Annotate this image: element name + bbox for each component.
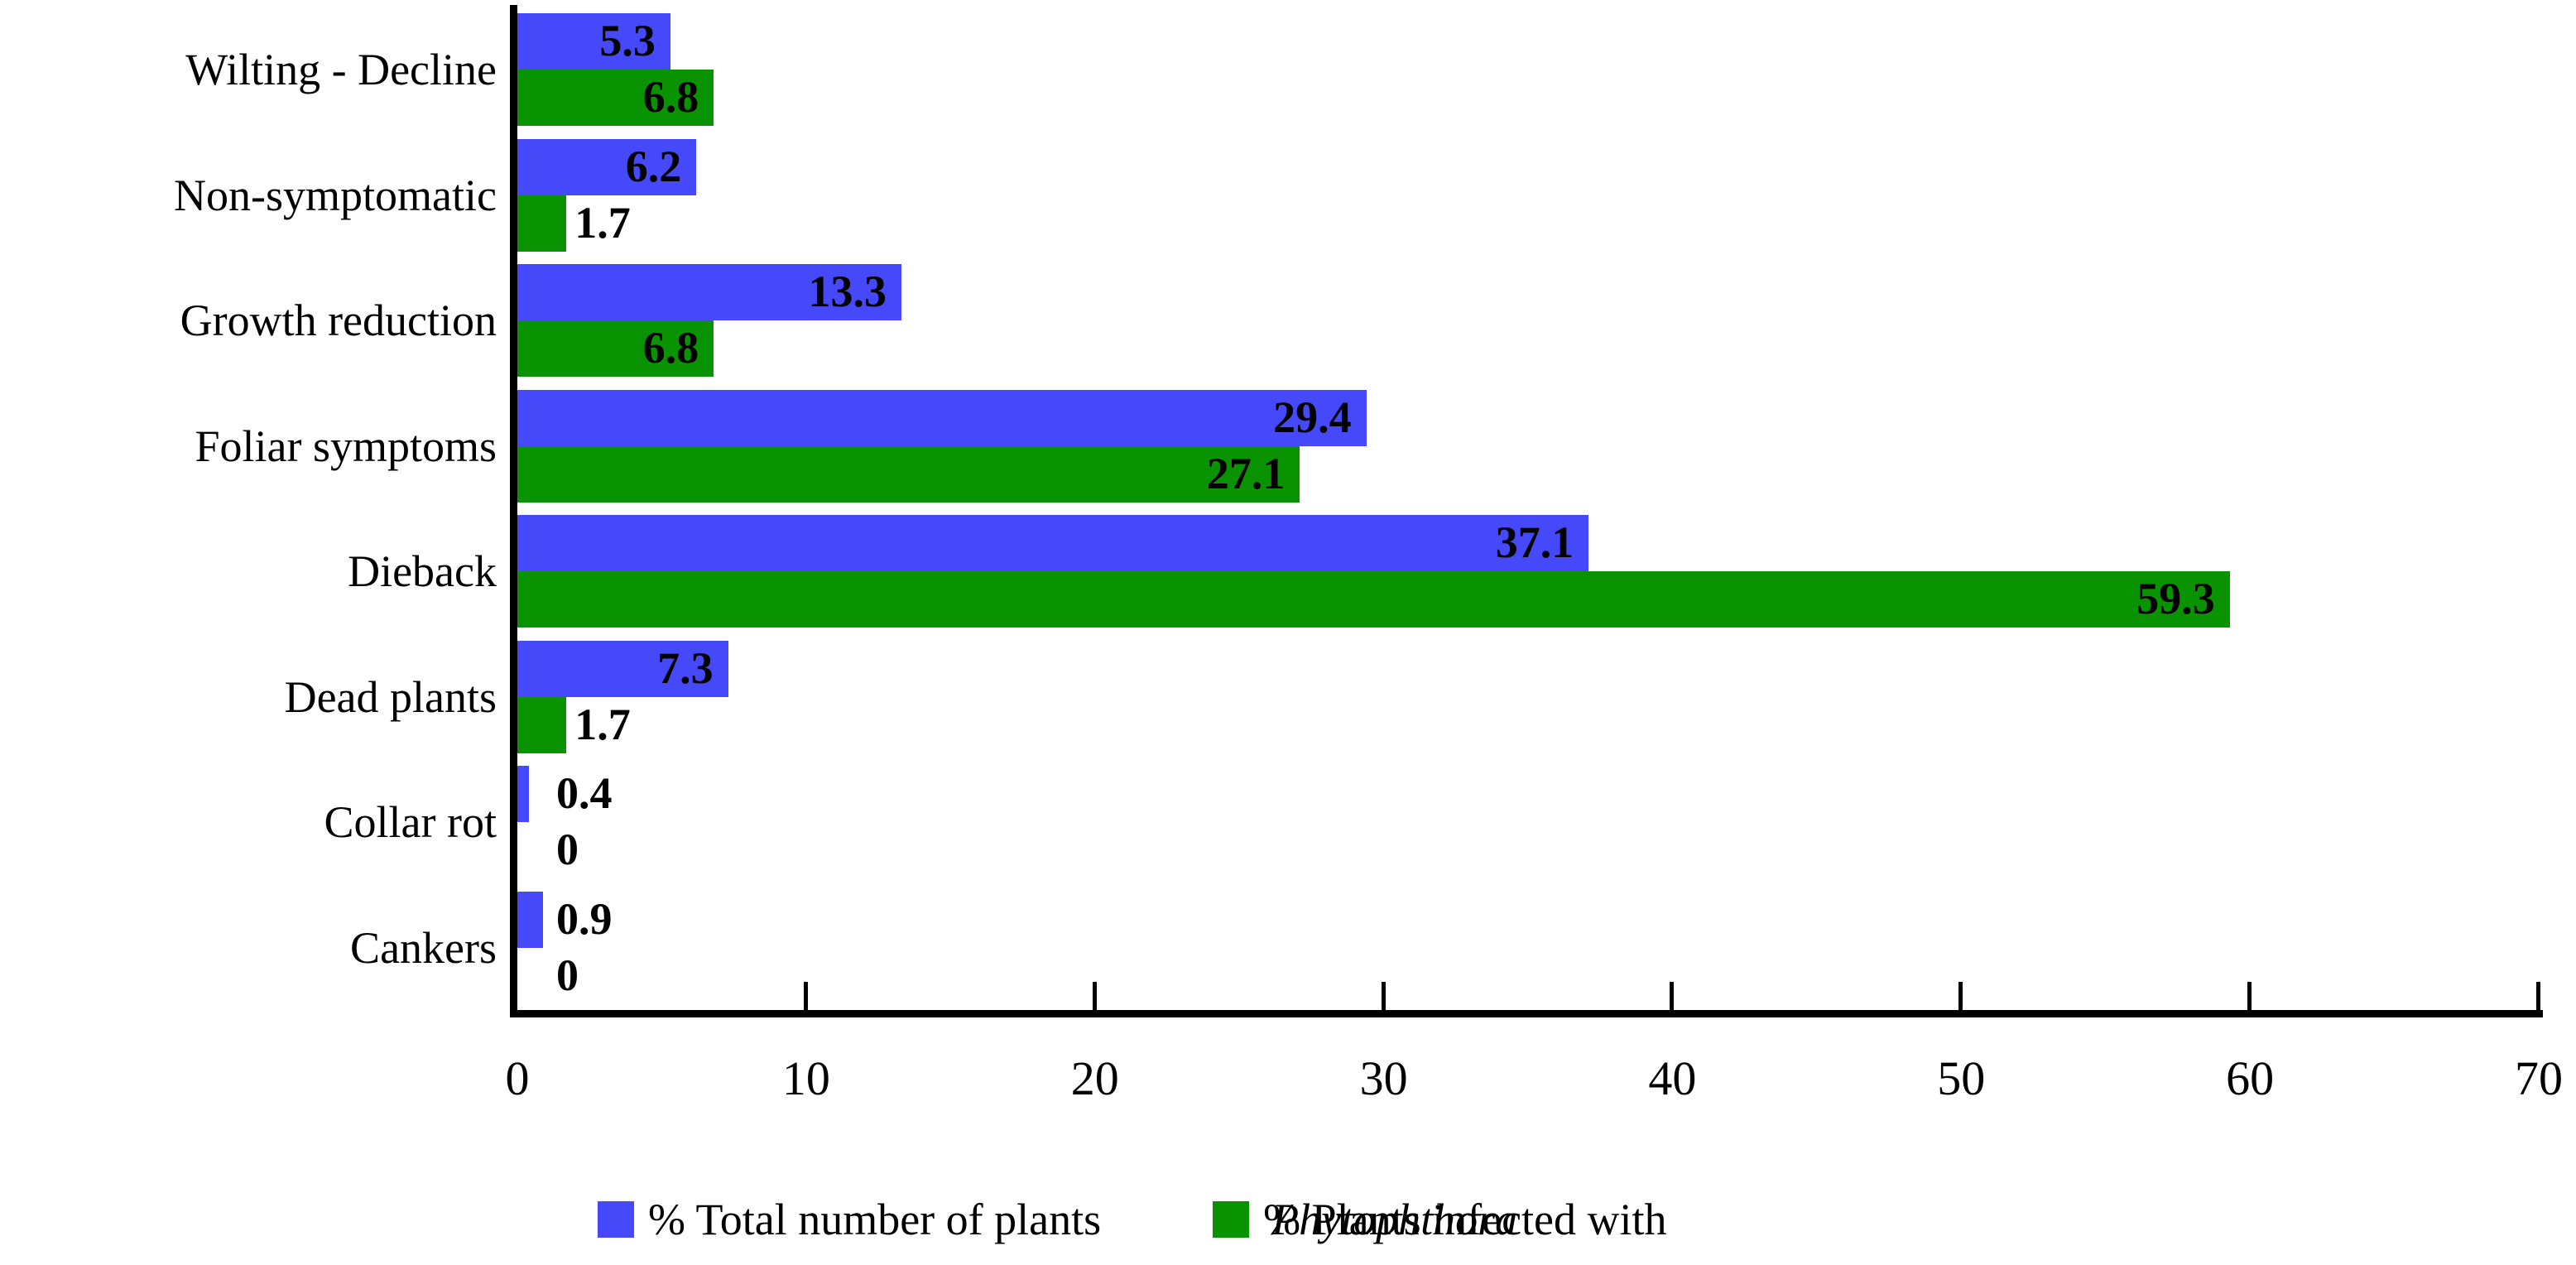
infected-plants-bar	[517, 195, 567, 252]
x-axis-tick-label: 20	[1070, 1051, 1119, 1105]
bar-value-label: 0	[556, 825, 579, 874]
bar-value-label: 7.3	[657, 642, 714, 693]
total-plants-bar	[517, 13, 670, 70]
infected-plants-bar	[517, 320, 714, 377]
x-axis-tick-label: 40	[1648, 1051, 1697, 1105]
category-label: Non-symptomatic	[174, 170, 497, 220]
x-axis-tick-label: 70	[2515, 1051, 2563, 1105]
x-axis-tick-label: 30	[1359, 1051, 1408, 1105]
x-axis-tick	[803, 982, 808, 1010]
total-plants-bar	[517, 891, 544, 948]
x-axis-tick-label: 60	[2226, 1051, 2275, 1105]
bar-value-label: 59.3	[2136, 574, 2215, 623]
infected-plants-bar	[517, 696, 567, 753]
x-axis-tick	[2536, 982, 2540, 1010]
x-axis-tick	[1958, 982, 1963, 1010]
infected-plants-bar	[517, 571, 2230, 628]
x-axis-tick	[1092, 982, 1097, 1010]
x-axis-tick	[1381, 982, 1386, 1010]
infected-plants-bar	[517, 445, 1300, 503]
bar-value-label: 37.1	[1495, 517, 1574, 567]
bar-value-label: 29.4	[1273, 392, 1352, 442]
category-label: Dead plants	[284, 671, 497, 722]
y-axis-line	[510, 5, 517, 1017]
category-label: Foliar symptoms	[195, 421, 497, 471]
x-axis-tick-label: 0	[505, 1051, 530, 1105]
category-label: Growth reduction	[180, 296, 497, 345]
total-plants-bar	[517, 389, 1367, 446]
bar-value-label: 6.8	[642, 72, 699, 122]
bar-value-label: 6.8	[642, 323, 699, 373]
bar-value-label: 1.7	[574, 197, 631, 248]
total-plants-bar	[517, 766, 529, 822]
infected-plants-bar	[517, 70, 714, 126]
bar-value-label: 6.2	[625, 141, 682, 191]
bar-value-label: 5.3	[599, 16, 656, 65]
bar-value-label: 1.7	[574, 699, 631, 749]
x-axis-tick-label: 10	[781, 1051, 830, 1105]
total-plants-bar	[517, 640, 728, 697]
total-plants-bar	[517, 264, 901, 320]
bar-value-label: 0.9	[556, 893, 613, 944]
category-label: Collar rot	[324, 797, 497, 847]
legend-label: % Plants infected with Phytophthora	[1263, 1195, 1667, 1244]
category-label: Wilting - Decline	[185, 45, 497, 94]
x-axis-tick	[2247, 982, 2252, 1010]
total-plants-bar	[517, 138, 697, 195]
bar-value-label: 0	[556, 950, 579, 1000]
category-label: Cankers	[350, 922, 497, 973]
legend-item-infected: % Plants infected with Phytophthora	[1213, 1193, 1667, 1246]
bar-value-label: 27.1	[1206, 448, 1286, 498]
x-axis-tick-label: 50	[1937, 1051, 1986, 1105]
legend: % Total number of plants % Plants infecte…	[0, 1190, 2576, 1248]
legend-item-total: % Total number of plants	[598, 1193, 1101, 1246]
bar-value-label: 13.3	[808, 267, 887, 316]
legend-label: % Total number of plants	[648, 1195, 1102, 1244]
x-axis-line	[510, 1010, 2543, 1017]
legend-swatch-infected	[1213, 1201, 1250, 1238]
total-plants-bar	[517, 515, 1589, 571]
legend-swatch-total	[598, 1201, 634, 1238]
x-axis-tick	[1670, 982, 1675, 1010]
bar-value-label: 0.4	[556, 768, 613, 818]
category-label: Dieback	[348, 546, 497, 596]
